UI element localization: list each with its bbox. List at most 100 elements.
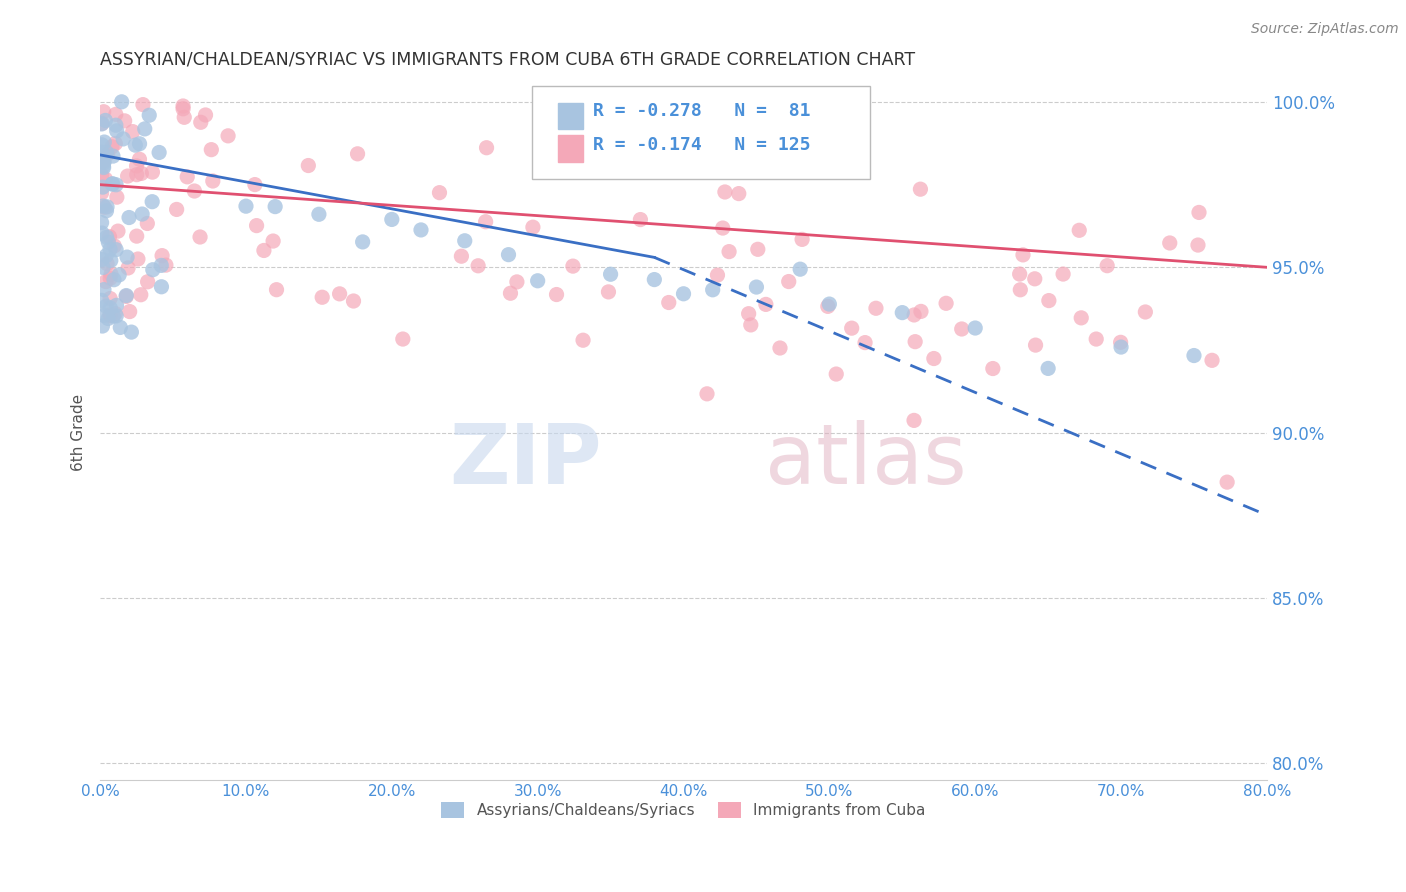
Point bbox=[727, 186, 749, 201]
Point bbox=[201, 174, 224, 188]
Point bbox=[308, 207, 330, 221]
Point bbox=[264, 200, 287, 214]
Point bbox=[104, 107, 127, 121]
Point bbox=[93, 104, 115, 119]
Y-axis label: 6th Grade: 6th Grade bbox=[72, 394, 86, 471]
Point bbox=[922, 351, 945, 366]
Point bbox=[104, 136, 127, 151]
Point bbox=[935, 296, 957, 310]
Point bbox=[96, 200, 118, 214]
Point bbox=[101, 309, 124, 323]
Point bbox=[1012, 248, 1035, 262]
Point bbox=[243, 178, 266, 192]
Point bbox=[817, 299, 839, 313]
Point bbox=[90, 145, 112, 160]
Point bbox=[110, 320, 132, 334]
Point bbox=[297, 159, 319, 173]
Point bbox=[1188, 205, 1211, 219]
Point bbox=[96, 145, 118, 160]
Point bbox=[454, 234, 477, 248]
Point bbox=[105, 298, 128, 312]
Point bbox=[1025, 338, 1047, 352]
Point bbox=[93, 161, 115, 175]
Point bbox=[329, 286, 352, 301]
Point bbox=[778, 275, 800, 289]
Point bbox=[903, 308, 925, 322]
Point bbox=[789, 262, 811, 277]
Point bbox=[107, 224, 129, 238]
Point bbox=[118, 304, 141, 318]
Point bbox=[90, 168, 112, 182]
Point bbox=[141, 194, 163, 209]
Point bbox=[101, 149, 124, 163]
Point bbox=[93, 283, 115, 297]
Point bbox=[97, 235, 120, 250]
Point bbox=[105, 178, 128, 192]
Point bbox=[1038, 293, 1060, 308]
Point bbox=[467, 259, 489, 273]
Point bbox=[245, 219, 267, 233]
Text: Source: ZipAtlas.com: Source: ZipAtlas.com bbox=[1251, 22, 1399, 37]
Point bbox=[98, 308, 121, 322]
Point bbox=[266, 283, 288, 297]
Point bbox=[696, 387, 718, 401]
Point bbox=[98, 229, 121, 244]
Point bbox=[769, 341, 792, 355]
Point bbox=[194, 108, 217, 122]
Point bbox=[498, 247, 520, 261]
Point bbox=[188, 230, 211, 244]
Point bbox=[134, 122, 156, 136]
Point bbox=[103, 273, 125, 287]
Point bbox=[572, 333, 595, 347]
Point bbox=[93, 135, 115, 149]
Point bbox=[1070, 310, 1092, 325]
Point bbox=[217, 128, 239, 143]
Point bbox=[643, 272, 665, 286]
Point bbox=[235, 199, 257, 213]
Point bbox=[599, 267, 621, 281]
Point bbox=[96, 230, 118, 244]
Point bbox=[91, 260, 114, 275]
Point bbox=[891, 305, 914, 319]
Point bbox=[1135, 305, 1157, 319]
Point bbox=[1187, 238, 1209, 252]
Legend: Assyrians/Chaldeans/Syriacs, Immigrants from Cuba: Assyrians/Chaldeans/Syriacs, Immigrants … bbox=[436, 796, 932, 824]
Point bbox=[125, 159, 148, 173]
Point bbox=[352, 235, 374, 249]
Point bbox=[90, 293, 112, 308]
Point bbox=[150, 249, 173, 263]
Point bbox=[93, 155, 115, 169]
Point bbox=[127, 252, 149, 266]
Point bbox=[98, 271, 121, 285]
Point bbox=[131, 166, 153, 180]
Point bbox=[1036, 361, 1059, 376]
Point bbox=[150, 259, 173, 273]
Point bbox=[96, 299, 118, 313]
Point bbox=[745, 280, 768, 294]
Point bbox=[91, 180, 114, 194]
Point bbox=[125, 229, 148, 244]
Point bbox=[155, 258, 177, 272]
Point bbox=[120, 325, 142, 339]
Point bbox=[117, 169, 139, 183]
Point bbox=[136, 275, 159, 289]
Point bbox=[108, 268, 131, 282]
FancyBboxPatch shape bbox=[531, 86, 870, 179]
Point bbox=[150, 279, 173, 293]
Point bbox=[499, 286, 522, 301]
Text: ASSYRIAN/CHALDEAN/SYRIAC VS IMMIGRANTS FROM CUBA 6TH GRADE CORRELATION CHART: ASSYRIAN/CHALDEAN/SYRIAC VS IMMIGRANTS F… bbox=[100, 51, 915, 69]
Point bbox=[114, 113, 136, 128]
Point bbox=[90, 186, 112, 200]
Point bbox=[118, 211, 141, 225]
Bar bbox=[558, 136, 583, 161]
Point bbox=[148, 145, 170, 160]
Point bbox=[392, 332, 415, 346]
Point bbox=[128, 136, 150, 151]
Point bbox=[475, 141, 498, 155]
Point bbox=[702, 283, 724, 297]
Point bbox=[101, 140, 124, 154]
Point bbox=[128, 153, 150, 167]
Point bbox=[342, 293, 364, 308]
Point bbox=[105, 309, 128, 323]
Point bbox=[672, 286, 695, 301]
